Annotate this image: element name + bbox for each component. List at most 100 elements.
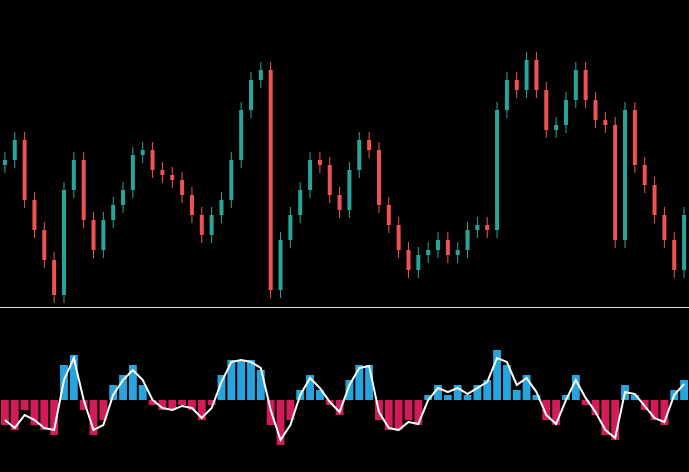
histogram-bar (148, 400, 157, 405)
histogram-bar (20, 400, 29, 410)
histogram-bar (79, 400, 88, 410)
histogram-bar (227, 360, 236, 400)
histogram-bar (434, 385, 442, 400)
histogram-bar (384, 400, 393, 430)
candle-body (495, 110, 500, 230)
candle-body (22, 140, 27, 200)
histogram-bar (680, 380, 688, 400)
histogram-bar (552, 400, 561, 425)
candle-body (298, 190, 303, 215)
histogram-bar (463, 395, 472, 400)
candle-body (268, 70, 273, 290)
histogram-bar (650, 400, 659, 420)
histogram-bar (217, 375, 226, 400)
histogram-bar (69, 355, 78, 400)
candle-body (170, 175, 175, 180)
histogram-bar (138, 385, 147, 400)
histogram-bar (40, 400, 49, 430)
histogram-bar (197, 400, 206, 420)
candle-body (32, 200, 37, 230)
candle-body (593, 100, 598, 120)
histogram-bar (1, 400, 9, 425)
histogram-bar (355, 365, 364, 400)
histogram-bar (571, 375, 580, 400)
candle-body (52, 260, 57, 295)
histogram-bar (394, 400, 403, 430)
candle-body (71, 160, 76, 190)
histogram-bar (247, 360, 255, 400)
candle-body (91, 220, 96, 250)
histogram-bar (611, 400, 620, 440)
candle-body (121, 190, 126, 205)
candle-body (347, 170, 352, 210)
histogram-bar (178, 400, 187, 405)
histogram-bar (443, 395, 452, 400)
candle-body (642, 165, 647, 185)
candle-body (327, 165, 332, 195)
candle-body (583, 70, 588, 100)
histogram-bar (493, 350, 501, 400)
histogram-bar (473, 385, 482, 400)
candle-body (140, 150, 145, 155)
candle-body (544, 90, 549, 130)
histogram-bar (532, 395, 541, 400)
candle-body (465, 230, 470, 250)
histogram-bar (89, 400, 98, 435)
candle-body (248, 80, 253, 110)
histogram-bar (119, 375, 127, 400)
candle-body (150, 150, 155, 170)
histogram-bar (601, 400, 610, 435)
candle-body (308, 160, 313, 190)
histogram-bar (542, 400, 551, 420)
candle-body (426, 250, 431, 255)
candle-body (61, 190, 66, 295)
histogram-bar (276, 400, 285, 445)
histogram-bar (50, 400, 59, 435)
candle-body (101, 220, 106, 250)
candle-body (317, 160, 322, 165)
histogram-bar (581, 400, 590, 405)
histogram-bar (109, 385, 118, 400)
candle-body (475, 225, 480, 230)
candle-body (130, 155, 135, 190)
candle-body (209, 215, 214, 235)
histogram-bar (365, 365, 374, 400)
candle-body (504, 80, 509, 110)
histogram-bar (502, 365, 511, 400)
candle-body (514, 80, 519, 90)
candle-body (367, 140, 372, 150)
candle-body (160, 170, 165, 175)
candle-body (416, 255, 421, 270)
candle-body (613, 125, 618, 240)
histogram-bar (286, 400, 295, 420)
histogram-bar (10, 400, 19, 430)
histogram-bar (188, 400, 196, 410)
histogram-bar (315, 390, 324, 400)
candle-body (485, 225, 490, 230)
candle-body (603, 120, 608, 125)
candle-body (111, 205, 116, 220)
candle-body (199, 215, 204, 235)
histogram-bar (128, 365, 137, 400)
candle-body (278, 240, 283, 290)
histogram-bar (335, 400, 344, 415)
candle-body (573, 70, 578, 100)
candle-body (554, 125, 559, 130)
candle-body (229, 160, 234, 200)
candle-body (258, 70, 263, 80)
candle-body (623, 110, 628, 240)
candle-body (534, 60, 539, 90)
candle-body (239, 110, 244, 160)
signal-line (4, 354, 685, 443)
histogram-bar (306, 375, 314, 400)
candle-body (563, 100, 568, 125)
histogram-bar (168, 400, 177, 410)
candle-body (357, 140, 362, 170)
candle-body (288, 215, 293, 240)
candle-body (337, 195, 342, 210)
candle-body (396, 225, 401, 250)
candle-body (662, 215, 667, 240)
histogram-bar (158, 400, 167, 410)
histogram-bar (30, 400, 39, 425)
